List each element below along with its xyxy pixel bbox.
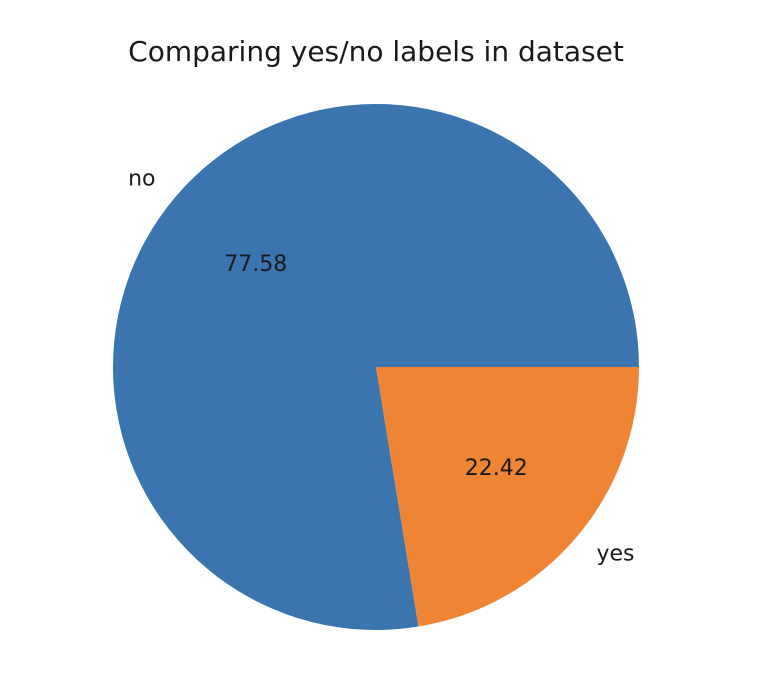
pie-labels: no 77.58 yes 22.42 xyxy=(128,167,634,567)
chart-title: Comparing yes/no labels in dataset xyxy=(128,35,624,68)
slice-label-yes: yes xyxy=(597,541,635,566)
pie-slice-no xyxy=(113,103,640,630)
pie-slice-yes xyxy=(376,367,639,627)
slice-value-no: 77.58 xyxy=(224,252,287,277)
slice-value-yes: 22.42 xyxy=(465,456,528,481)
pie-slices xyxy=(113,103,640,630)
slice-label-no: no xyxy=(128,167,155,192)
